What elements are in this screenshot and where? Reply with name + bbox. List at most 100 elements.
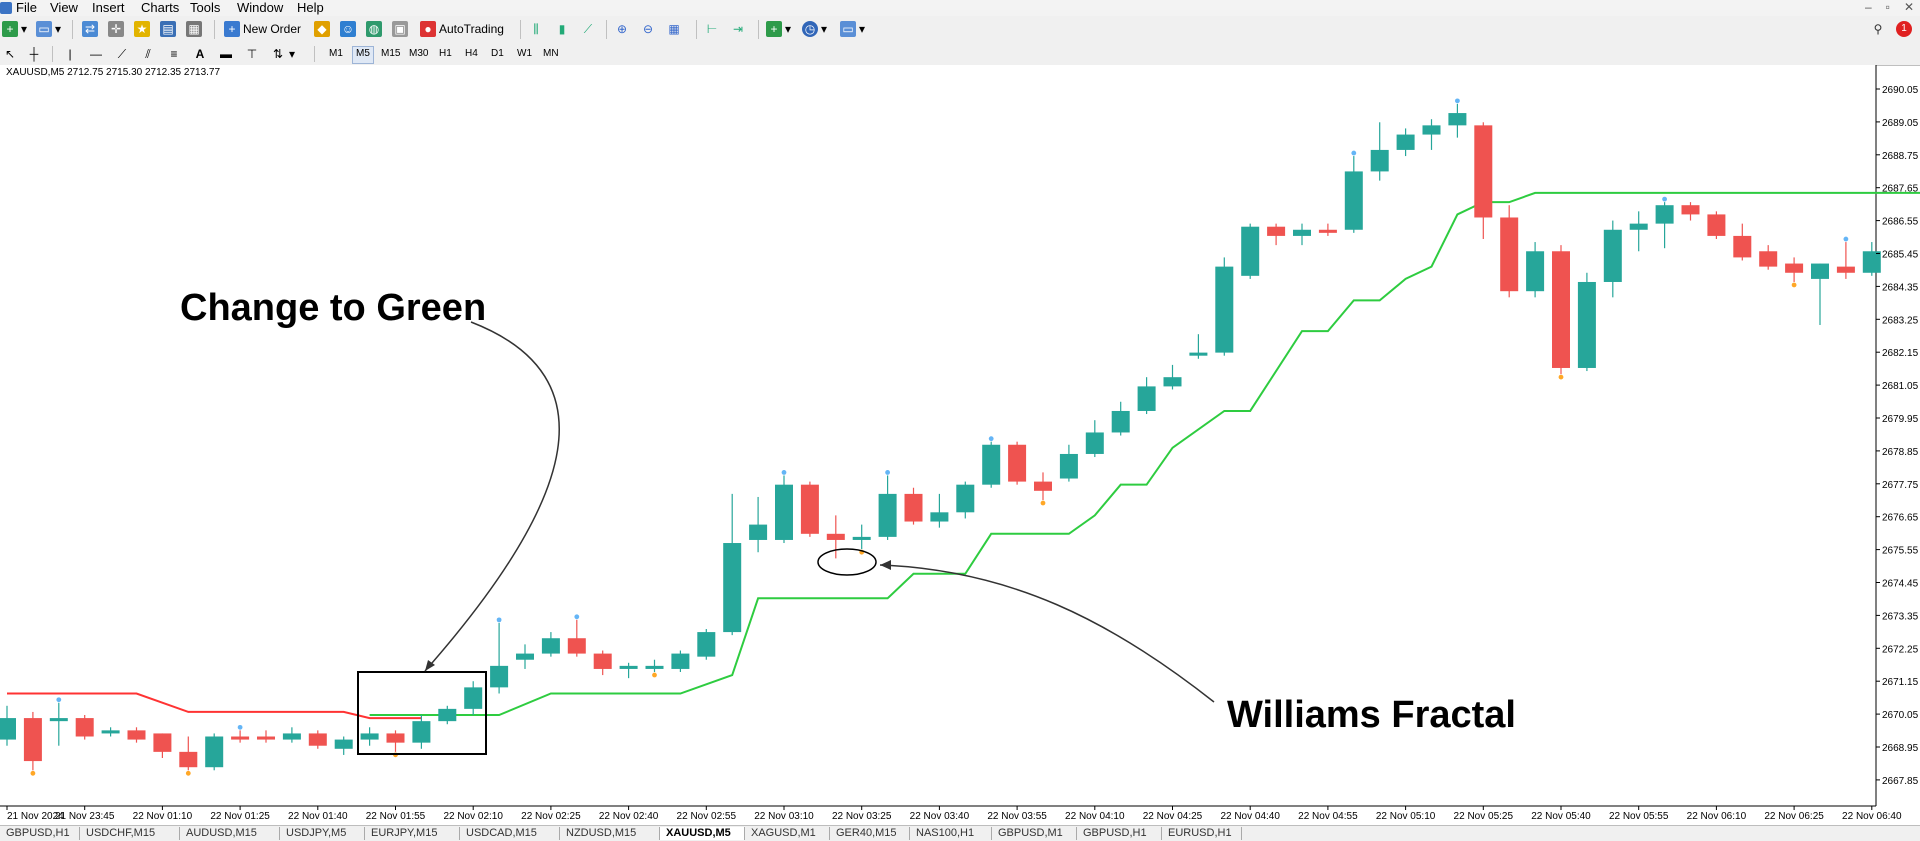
chart-tab[interactable]: USDCHF,M15 bbox=[80, 827, 180, 840]
candle-body bbox=[1862, 251, 1881, 273]
signals-button[interactable]: ◆ bbox=[314, 20, 330, 38]
timeframe-mn[interactable]: MN bbox=[543, 48, 559, 59]
new-chart-button[interactable]: + ▾ bbox=[2, 20, 27, 38]
candle-body bbox=[1189, 352, 1208, 356]
highlight-box bbox=[357, 671, 487, 755]
fractal-up-marker bbox=[1455, 98, 1460, 104]
profiles-button[interactable]: ▭ ▾ bbox=[36, 20, 61, 38]
candle-body bbox=[1655, 205, 1674, 224]
toolbar-separator bbox=[314, 46, 315, 62]
chart-tab[interactable]: USDJPY,M5 bbox=[280, 827, 365, 840]
data-window-button[interactable]: ✛ bbox=[108, 20, 124, 38]
candle-body bbox=[1034, 481, 1052, 491]
menu-view[interactable]: View bbox=[50, 0, 78, 15]
text-button[interactable]: A bbox=[192, 45, 208, 63]
label-button[interactable]: ▬ bbox=[218, 45, 234, 63]
chart-tab[interactable]: GER40,M15 bbox=[830, 827, 910, 840]
timeframe-m15[interactable]: M15 bbox=[381, 48, 401, 59]
candle-body bbox=[1111, 410, 1130, 433]
restore-button[interactable]: ▫ bbox=[1885, 0, 1890, 14]
cursor-button[interactable]: ↖ bbox=[2, 45, 18, 63]
tile-windows-button[interactable]: ▦ bbox=[666, 20, 682, 38]
text-label-button[interactable]: ⊤ bbox=[244, 45, 260, 63]
price-chart[interactable]: 2690.05 2689.05 2688.75 2687.65 2686.55 2685.… bbox=[0, 65, 1920, 825]
fibonacci-button[interactable]: ≡ bbox=[166, 45, 182, 63]
navigator-button[interactable]: ★ bbox=[134, 20, 150, 38]
chart-tab[interactable]: XAGUSD,M1 bbox=[745, 827, 830, 840]
drawing-toolbar: ↖ ┼ | — ⟋ ⫽ ≡ A ▬ ⊤ ⇅ ▾ M1 M5 M15 M30 H1 … bbox=[0, 43, 1920, 66]
chart-tab[interactable]: AUDUSD,M15 bbox=[180, 827, 280, 840]
autotrading-button[interactable]: ● AutoTrading bbox=[420, 20, 504, 38]
toolbar-separator bbox=[72, 20, 73, 39]
timeframe-d1[interactable]: D1 bbox=[491, 48, 504, 59]
candle bbox=[231, 730, 250, 743]
price-tick-label: 2672.25 bbox=[1882, 644, 1919, 655]
menu-file[interactable]: File bbox=[16, 0, 37, 15]
menu-window[interactable]: Window bbox=[237, 0, 284, 15]
trendline-button[interactable]: ⟋ bbox=[114, 45, 130, 63]
menu-tools[interactable]: Tools bbox=[190, 0, 221, 15]
zoom-out-button[interactable]: ⊖ bbox=[640, 20, 656, 38]
time-tick-label: 22 Nov 05:55 bbox=[1609, 811, 1669, 822]
candle-body bbox=[1448, 113, 1467, 126]
zoom-in-button[interactable]: ⊕ bbox=[614, 20, 630, 38]
candle bbox=[179, 736, 198, 771]
terminal-button[interactable]: ▤ bbox=[160, 20, 176, 38]
channel-button[interactable]: ⫽ bbox=[140, 45, 156, 63]
candle bbox=[1293, 223, 1311, 246]
timeframe-m1[interactable]: M1 bbox=[329, 48, 343, 59]
candlestick-button[interactable]: ▮ bbox=[554, 20, 570, 38]
chart-tab[interactable]: GBPUSD,M1 bbox=[992, 827, 1077, 840]
periods-button[interactable]: ◷ ▾ bbox=[802, 20, 827, 38]
chart-tab[interactable]: NAS100,H1 bbox=[910, 827, 992, 840]
close-button[interactable]: ✕ bbox=[1903, 0, 1914, 14]
autoscroll-button[interactable]: ⇥ bbox=[730, 20, 746, 38]
candle-body bbox=[593, 653, 612, 669]
timeframe-h4[interactable]: H4 bbox=[465, 48, 478, 59]
chart-tab[interactable]: NZDUSD,M15 bbox=[560, 827, 660, 840]
price-tick-label: 2688.75 bbox=[1882, 151, 1919, 162]
fractal-up-marker bbox=[988, 436, 994, 442]
timeframe-w1[interactable]: W1 bbox=[517, 48, 532, 59]
menu-insert[interactable]: Insert bbox=[92, 0, 125, 15]
chat-button[interactable]: ☺ bbox=[340, 20, 356, 38]
market-button[interactable]: ◍ bbox=[366, 20, 382, 38]
chart-tab[interactable]: EURJPY,M15 bbox=[365, 827, 460, 840]
candle bbox=[490, 622, 509, 694]
line-chart-button[interactable]: ⟋ bbox=[580, 20, 596, 38]
time-tick-label: 22 Nov 06:25 bbox=[1764, 811, 1824, 822]
templates-button[interactable]: ▭ ▾ bbox=[840, 20, 865, 38]
market-watch-button[interactable]: ⇄ bbox=[82, 20, 98, 38]
chart-tab[interactable]: USDCAD,M15 bbox=[460, 827, 560, 840]
candle bbox=[23, 711, 42, 771]
chart-shift-button[interactable]: ⊢ bbox=[704, 20, 720, 38]
candle bbox=[1422, 119, 1441, 150]
arrows-button[interactable]: ⇅ ▾ bbox=[270, 45, 295, 63]
menu-help[interactable]: Help bbox=[297, 0, 324, 15]
horizontal-line-button[interactable]: — bbox=[88, 45, 104, 63]
chart-tab-bar: GBPUSD,H1 USDCHF,M15 AUDUSD,M15 USDJPY,M5 EU… bbox=[0, 825, 1920, 841]
timeframe-m5[interactable]: M5 bbox=[352, 46, 374, 64]
vertical-line-button[interactable]: | bbox=[62, 45, 78, 63]
editor-button[interactable]: ▣ bbox=[392, 20, 408, 38]
candle-body bbox=[671, 653, 690, 669]
bar-chart-button[interactable]: ⫼ bbox=[528, 20, 544, 38]
menu-charts[interactable]: Charts bbox=[141, 0, 180, 15]
chart-tab[interactable]: EURUSD,H1 bbox=[1162, 827, 1242, 840]
fractal-callout-arrowhead bbox=[880, 560, 891, 570]
minimize-button[interactable]: – bbox=[1864, 0, 1872, 14]
chart-tab[interactable]: XAUUSD,M5 bbox=[660, 827, 745, 840]
time-tick-label: 22 Nov 01:10 bbox=[133, 811, 193, 822]
timeframe-h1[interactable]: H1 bbox=[439, 48, 452, 59]
tester-button[interactable]: ▦ bbox=[186, 20, 202, 38]
notifications-button[interactable]: 1 bbox=[1896, 20, 1912, 38]
new-order-button[interactable]: + New Order bbox=[224, 20, 301, 38]
app-icon[interactable] bbox=[0, 2, 12, 18]
chart-tab[interactable]: GBPUSD,H1 bbox=[1077, 827, 1162, 840]
timeframe-m30[interactable]: M30 bbox=[409, 48, 429, 59]
search-button[interactable]: ⚲ bbox=[1870, 20, 1886, 38]
candle bbox=[1733, 223, 1752, 261]
chart-tab[interactable]: GBPUSD,H1 bbox=[0, 827, 80, 840]
crosshair-button[interactable]: ┼ bbox=[26, 45, 42, 63]
indicators-button[interactable]: + ▾ bbox=[766, 20, 791, 38]
